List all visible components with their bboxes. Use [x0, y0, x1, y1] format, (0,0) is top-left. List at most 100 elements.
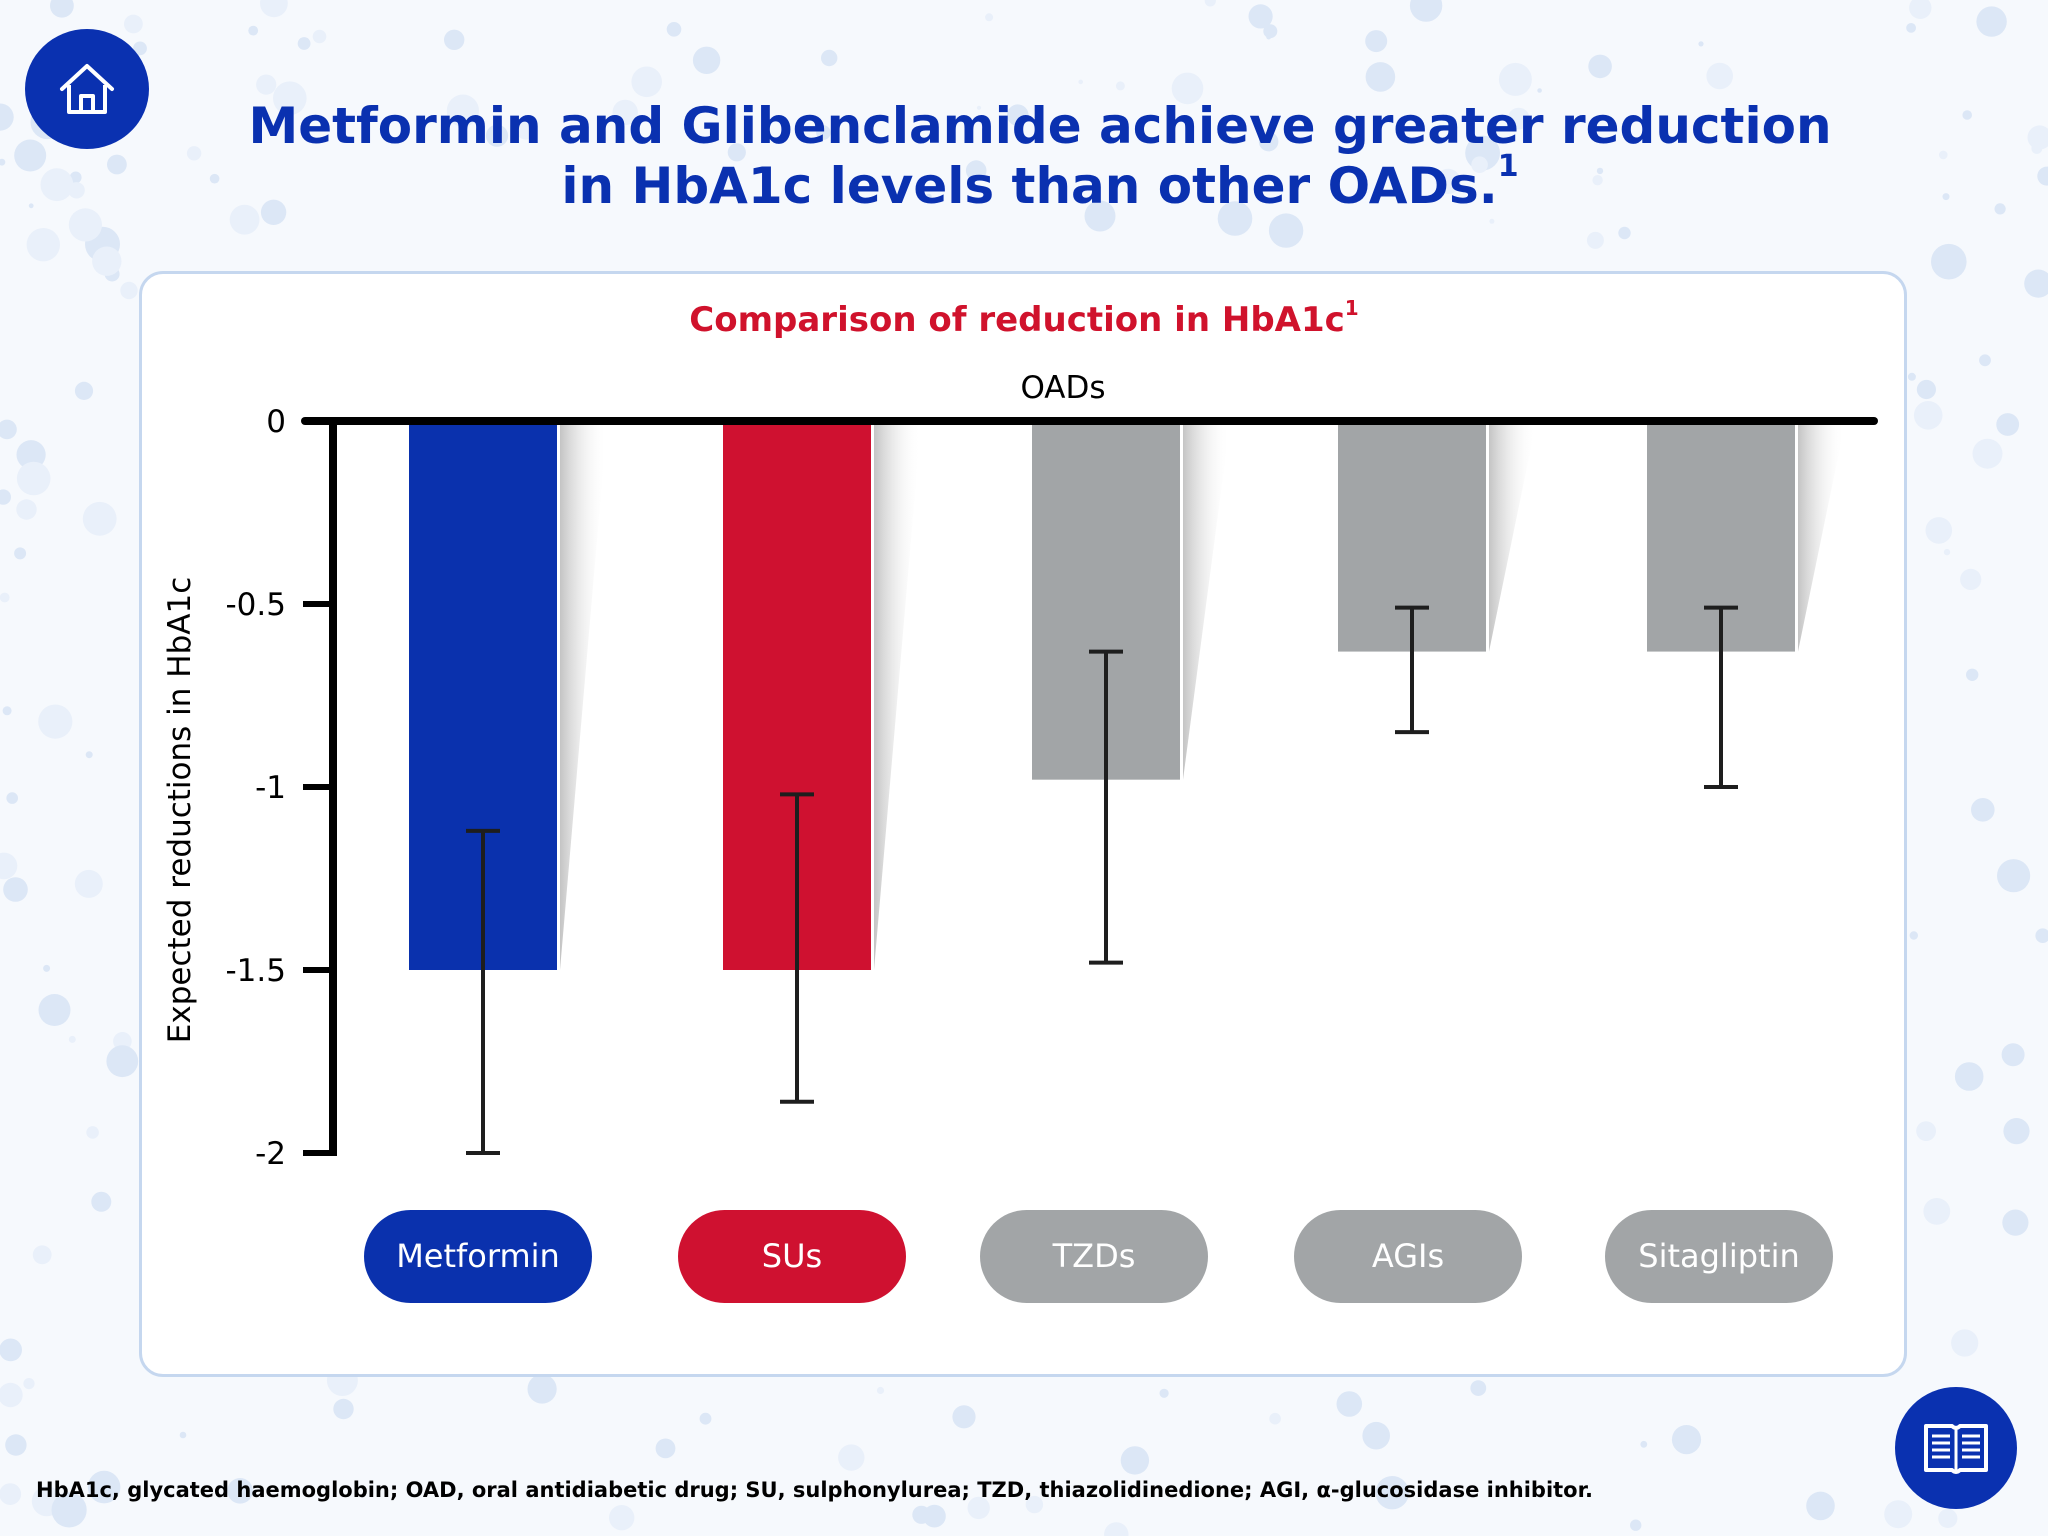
- background-bubble: [14, 547, 27, 560]
- background-bubble: [609, 1505, 635, 1531]
- background-bubble: [227, 1478, 253, 1504]
- references-button[interactable]: [1895, 1387, 2017, 1509]
- background-bubble: [1375, 1476, 1409, 1510]
- background-bubble: [692, 46, 721, 74]
- legend-pill-agis[interactable]: AGIs: [1294, 1210, 1522, 1303]
- background-bubble: [123, 14, 143, 34]
- y-tick-label: -1.5: [226, 953, 287, 989]
- background-bubble: [86, 1126, 99, 1139]
- background-bubble: [68, 182, 85, 199]
- background-bubble: [2035, 928, 2048, 943]
- background-bubble: [5, 1434, 27, 1456]
- background-bubble: [631, 66, 662, 98]
- background-bubble: [1507, 107, 1530, 130]
- background-bubble: [1365, 30, 1388, 53]
- bar-shadow: [1489, 423, 1536, 652]
- background-bubble: [1409, 0, 1443, 22]
- legend-pill-metformin[interactable]: Metformin: [364, 1210, 592, 1303]
- background-bubble: [1104, 1522, 1129, 1536]
- background-bubble: [38, 704, 73, 739]
- background-bubble: [87, 1470, 121, 1504]
- bar-shadow: [1798, 423, 1845, 652]
- chart-title: Comparison of reduction in HbA1c1: [0, 296, 2048, 344]
- background-bubble: [74, 869, 103, 898]
- background-bubble: [3, 877, 28, 902]
- background-bubble: [113, 1032, 132, 1051]
- background-bubble: [179, 1431, 187, 1439]
- background-bubble: [1204, 0, 1216, 7]
- background-bubble: [1120, 1446, 1150, 1475]
- background-bubble: [1939, 150, 1948, 160]
- background-bubble: [2027, 125, 2048, 150]
- legend-pill-sitagliptin[interactable]: Sitagliptin: [1605, 1210, 1833, 1303]
- background-bubble: [1266, 34, 1272, 40]
- background-bubble: [260, 0, 288, 18]
- background-bubble: [1640, 1440, 1648, 1448]
- background-bubble: [32, 1245, 52, 1265]
- background-bubble: [0, 158, 6, 166]
- background-bubble: [1435, 168, 1461, 194]
- background-bubble: [1171, 72, 1204, 105]
- background-bubble: [0, 489, 11, 505]
- background-bubble: [1084, 200, 1116, 232]
- background-bubble: [50, 0, 74, 18]
- background-bubble: [1909, 931, 1919, 940]
- background-bubble: [1078, 79, 1083, 85]
- background-bubble: [655, 1438, 676, 1459]
- background-bubble: [1906, 23, 1916, 33]
- background-bubble: [248, 25, 259, 36]
- background-bubble: [1489, 218, 1495, 224]
- background-bubble: [1979, 354, 1991, 367]
- background-bubble: [107, 154, 127, 175]
- background-bubble: [1248, 4, 1273, 29]
- home-button[interactable]: [25, 29, 149, 149]
- background-bubble: [1951, 1329, 1979, 1357]
- background-bubble: [1217, 201, 1253, 236]
- background-bubble: [1994, 203, 2006, 215]
- page-title-line2-text: in HbA1c levels than other OADs.: [561, 157, 1498, 215]
- background-bubble: [68, 208, 102, 242]
- background-bubble: [527, 1374, 557, 1404]
- background-bubble: [51, 1492, 87, 1528]
- background-bubble: [976, 105, 982, 110]
- background-bubble: [68, 1035, 76, 1043]
- background-bubble: [1365, 62, 1396, 92]
- legend-pill-sus[interactable]: SUs: [678, 1210, 906, 1303]
- page-title-line2: in HbA1c levels than other OADs.1: [120, 152, 1960, 216]
- background-bubble: [186, 146, 202, 161]
- background-bubble: [1263, 24, 1278, 39]
- background-bubble: [1884, 1500, 1913, 1529]
- background-bubble: [1938, 1508, 1958, 1528]
- background-bubble: [444, 29, 465, 50]
- page-title: Metformin and Glibenclamide achieve grea…: [120, 96, 1960, 216]
- background-bubble: [985, 13, 994, 22]
- background-bubble: [821, 49, 838, 67]
- background-bubble: [0, 103, 14, 131]
- background-bubble: [1564, 122, 1577, 135]
- background-bubble: [925, 193, 932, 200]
- background-bubble: [1960, 568, 1982, 591]
- y-axis-label: Expected reductions in HbA1c: [162, 577, 198, 1043]
- background-bubble: [16, 440, 46, 470]
- bar-shadow: [560, 423, 607, 970]
- background-bubble: [1971, 798, 1995, 822]
- background-bubble: [82, 501, 117, 536]
- bar-shadow: [1183, 423, 1230, 780]
- background-bubble: [1943, 548, 1951, 556]
- background-bubble: [43, 964, 51, 972]
- background-bubble: [515, 118, 537, 140]
- legend-pill-tzds[interactable]: TZDs: [980, 1210, 1208, 1303]
- background-bubble: [2003, 1118, 2030, 1145]
- background-bubble: [256, 74, 277, 95]
- background-bubble: [1806, 1491, 1835, 1521]
- background-bubble: [1537, 88, 1542, 93]
- background-bubble: [28, 203, 34, 209]
- background-bubble: [0, 419, 17, 440]
- background-bubble: [0, 1338, 22, 1362]
- background-bubble: [312, 29, 327, 44]
- background-bubble: [91, 1191, 112, 1212]
- background-bubble: [120, 281, 138, 300]
- footnote: HbA1c, glycated haemoglobin; OAD, oral a…: [36, 1478, 1593, 1502]
- background-bubble: [1336, 1391, 1363, 1417]
- background-bubble: [666, 22, 682, 37]
